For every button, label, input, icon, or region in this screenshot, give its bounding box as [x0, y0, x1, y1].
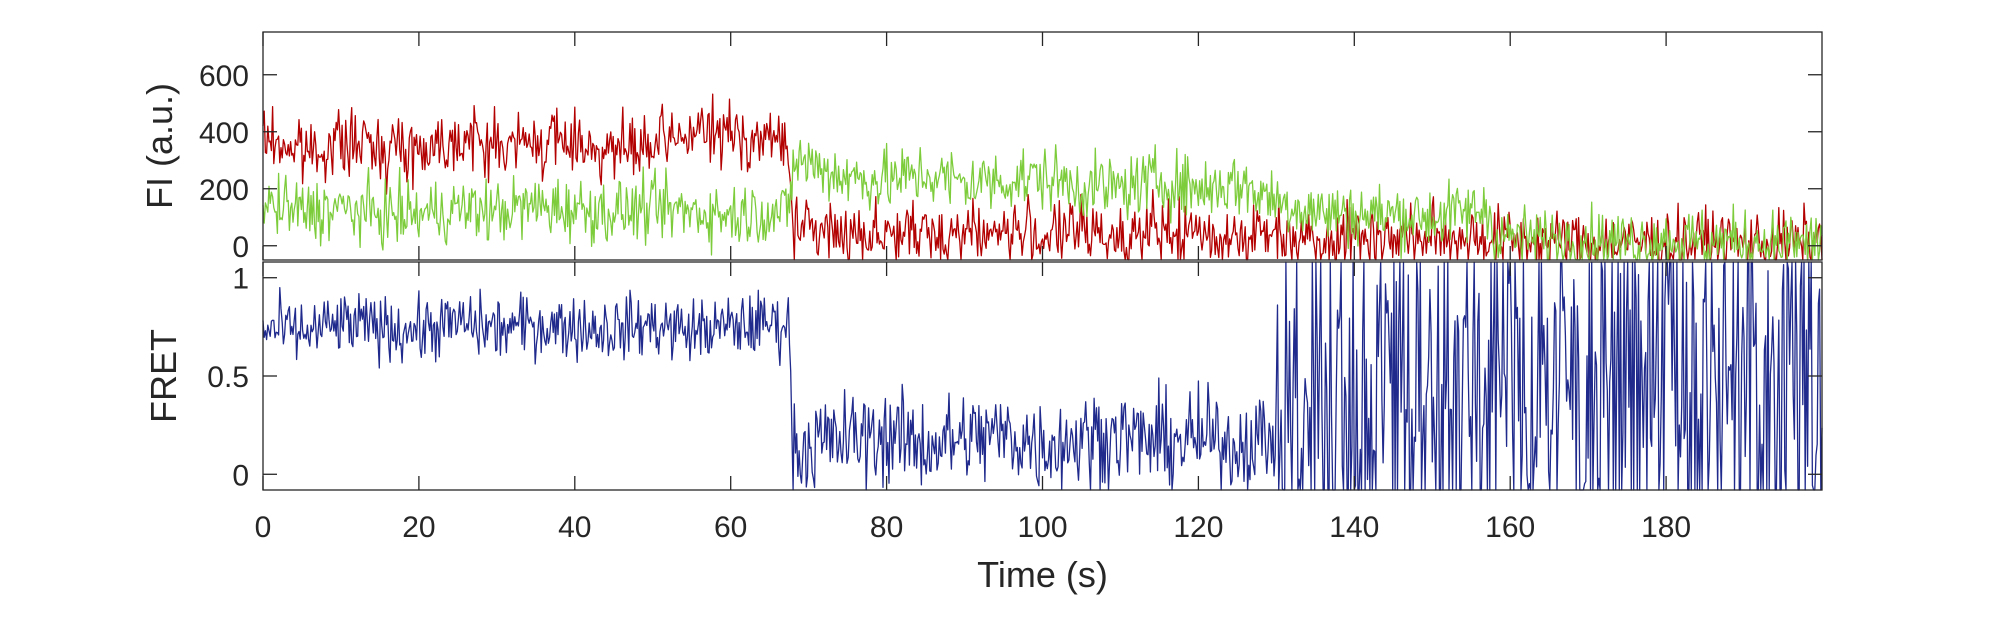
x-tick-label: 0: [255, 511, 272, 544]
x-tick-label: 20: [402, 511, 435, 544]
y-tick-label: 0.5: [207, 361, 249, 394]
x-tick-label: 40: [558, 511, 591, 544]
fret-panel: 0 0.5 1 0 20 40 60 80 100 120 140 160 180 FRET Time (s…: [143, 261, 1823, 595]
x-tick-label: 160: [1485, 511, 1535, 544]
x-tick-label: 80: [870, 511, 903, 544]
x-tick-label: 120: [1173, 511, 1223, 544]
series-1-line: [262, 93, 1823, 261]
y-axis-label: FI (a.u.): [139, 83, 180, 209]
y-axis-label: FRET: [143, 329, 184, 423]
series-1-line: [262, 261, 1823, 491]
x-tick-label: 100: [1017, 511, 1067, 544]
x-tick-label: 140: [1329, 511, 1379, 544]
y-tick-label: 0: [232, 459, 249, 492]
x-tick-label: 60: [714, 511, 747, 544]
y-tick-label: 1: [232, 263, 249, 296]
y-tick-label: 400: [199, 117, 249, 150]
x-axis-label: Time (s): [977, 554, 1108, 595]
x-tick-label: 180: [1641, 511, 1691, 544]
fluorescence-panel: 0 200 400 600 FI (a.u.): [139, 31, 1823, 264]
y-tick-label: 600: [199, 60, 249, 93]
series-2-line: [262, 139, 1823, 261]
y-tick-label: 200: [199, 174, 249, 207]
y-tick-label: 0: [232, 231, 249, 264]
